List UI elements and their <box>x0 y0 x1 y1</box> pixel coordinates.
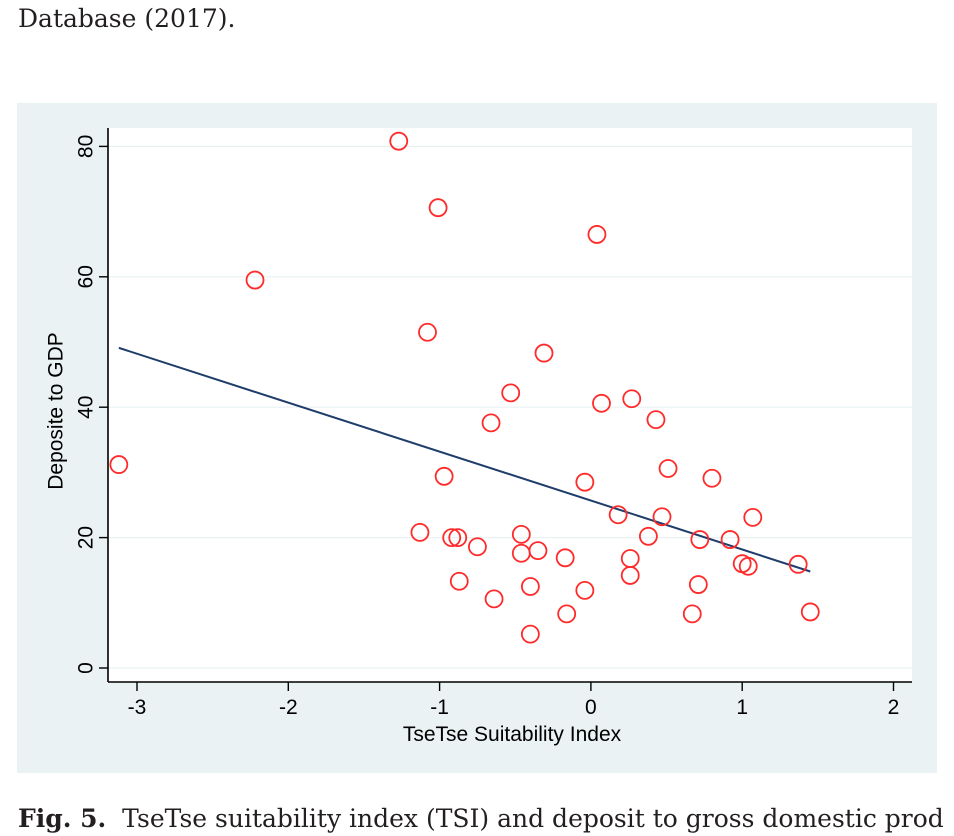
data-point <box>468 537 487 557</box>
data-point <box>682 604 702 624</box>
data-point <box>743 507 763 527</box>
data-point <box>587 225 607 244</box>
data-point <box>448 528 468 547</box>
data-point <box>658 459 678 478</box>
y-tick-label: 80 <box>75 135 98 158</box>
data-point <box>109 455 129 474</box>
y-tick-label: 20 <box>75 526 98 549</box>
data-point <box>410 522 430 542</box>
data-point <box>481 413 501 433</box>
data-point <box>702 468 722 488</box>
data-point <box>575 581 595 600</box>
data-point <box>434 466 454 486</box>
x-tick-label: -2 <box>279 696 298 719</box>
gridlines <box>108 145 912 669</box>
data-point <box>638 526 658 546</box>
x-tick-label: -1 <box>430 696 449 719</box>
data-point <box>511 524 531 544</box>
caption-body: TseTse suitability index (TSI) and depos… <box>122 804 944 833</box>
data-point <box>738 556 758 576</box>
data-point <box>245 270 265 290</box>
x-tick-label: 0 <box>585 696 597 719</box>
data-point <box>720 530 740 549</box>
data-point <box>652 507 672 527</box>
data-point <box>520 577 540 596</box>
preceding-text: Database (2017). <box>18 4 236 33</box>
data-point <box>534 343 554 363</box>
x-tick-label: -3 <box>128 696 147 719</box>
x-tick-label: 2 <box>888 696 900 719</box>
data-point <box>389 131 409 151</box>
data-point <box>622 389 642 409</box>
data-point <box>484 589 504 609</box>
data-point <box>557 604 577 624</box>
data-point <box>501 383 521 403</box>
data-point <box>646 410 666 429</box>
y-tick-label: 40 <box>75 396 98 419</box>
data-point <box>788 554 808 574</box>
x-axis-label: TseTse Suitability Index <box>403 723 622 746</box>
data-point <box>575 472 595 492</box>
data-point <box>418 322 437 342</box>
data-point <box>428 198 448 218</box>
data-point <box>620 566 640 585</box>
fit-line <box>118 346 811 573</box>
data-point <box>449 571 469 591</box>
y-tick-label: 0 <box>75 662 98 674</box>
y-tick-label: 60 <box>75 265 98 288</box>
data-point <box>442 528 462 547</box>
data-point <box>800 602 820 622</box>
data-point <box>520 624 540 644</box>
data-point <box>528 541 548 561</box>
figure-caption: Fig. 5. TseTse suitability index (TSI) a… <box>18 802 944 836</box>
data-point <box>592 393 611 413</box>
data-point <box>608 505 628 525</box>
data-point <box>688 575 708 594</box>
caption-label: Fig. 5. <box>18 804 107 833</box>
plot-area <box>108 128 912 682</box>
data-point <box>690 530 710 549</box>
data-point <box>555 548 575 568</box>
y-axis-label: Deposite to GDP <box>45 332 68 490</box>
x-tick-label: 1 <box>736 696 748 719</box>
data-points <box>109 131 820 644</box>
